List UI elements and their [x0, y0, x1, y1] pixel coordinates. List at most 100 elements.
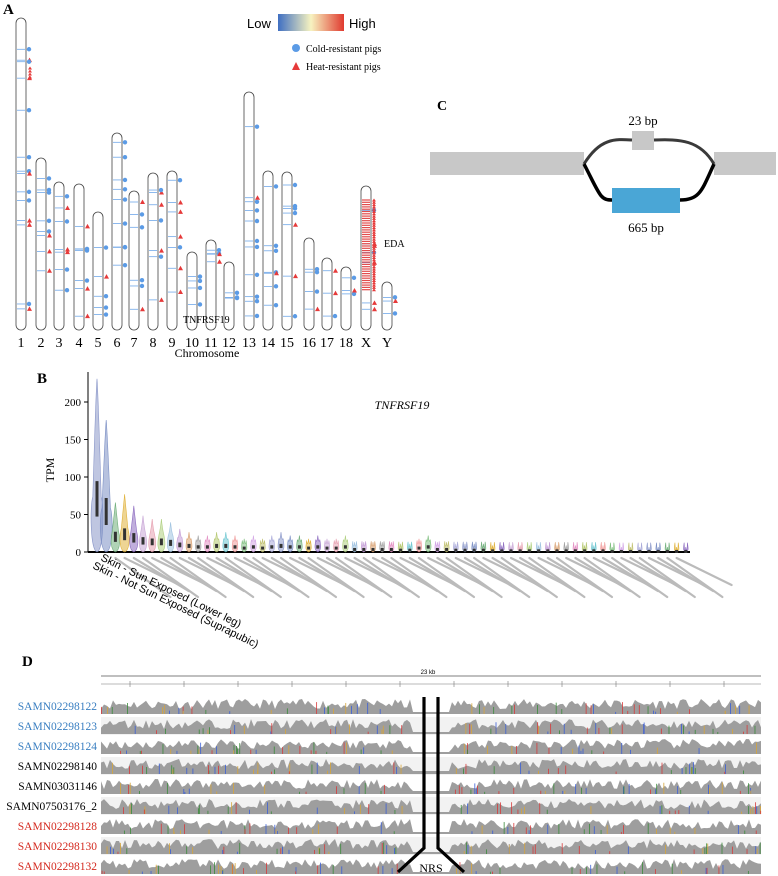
violin-box — [178, 542, 182, 548]
heat-marker — [372, 214, 376, 218]
cold-marker — [332, 313, 338, 319]
cold-marker — [122, 221, 128, 226]
violin — [222, 532, 230, 553]
heat-marker — [65, 205, 70, 210]
heat-marker — [372, 306, 377, 312]
violin-box — [491, 549, 495, 553]
heat-marker — [27, 218, 32, 223]
cold-marker — [122, 245, 128, 250]
violin-box — [279, 543, 283, 548]
heat-marker — [372, 226, 376, 230]
tissue-label-placeholder — [187, 556, 246, 593]
chromosome-label: 15 — [280, 336, 294, 351]
heat-marker — [27, 306, 32, 311]
heat-marker — [104, 274, 109, 279]
tissue-label-placeholder — [169, 556, 227, 599]
sample-label: SAMN02298128 — [18, 821, 97, 833]
violin — [655, 542, 661, 553]
tissue-label-placeholder — [141, 556, 200, 599]
violin-box — [573, 549, 577, 553]
violin — [119, 494, 130, 553]
violin — [646, 542, 652, 553]
heat-marker — [372, 230, 376, 234]
y-tick-label: 50 — [70, 510, 82, 522]
cold-marker — [254, 238, 260, 244]
violin-box — [371, 547, 375, 551]
tissue-label-placeholder — [132, 556, 190, 593]
y-tick-label: 150 — [65, 435, 82, 447]
tissue-label-placeholder — [629, 556, 687, 593]
violin-box — [307, 546, 311, 550]
cold-marker — [26, 47, 32, 52]
sample-label: SAMN07503176_2 — [6, 801, 97, 813]
violin-box — [380, 547, 384, 551]
violin-box — [123, 528, 127, 541]
violin — [314, 535, 321, 553]
violin-box — [242, 546, 246, 550]
chromosome-label: 14 — [261, 336, 275, 351]
cold-marker — [103, 294, 109, 299]
heat-marker — [255, 195, 260, 200]
tissue-label-placeholder — [574, 556, 632, 593]
cold-marker — [122, 197, 128, 202]
tissue-label-placeholder — [362, 556, 420, 599]
chromosome-2 — [35, 157, 47, 331]
chromosome-17 — [321, 257, 333, 331]
heat-marker — [372, 235, 376, 239]
cold-marker — [197, 278, 203, 284]
heat-marker — [352, 288, 357, 293]
coverage-area — [101, 799, 761, 814]
chromosome-11 — [205, 239, 217, 331]
panel-a: A Low High Cold-resistant pigs Heat-resi… — [3, 2, 405, 360]
violin — [185, 532, 193, 553]
cold-marker — [26, 107, 32, 113]
chromosome-label: 13 — [242, 336, 256, 351]
heat-marker — [372, 242, 376, 246]
violin — [627, 542, 634, 553]
cold-marker — [292, 210, 298, 216]
top-exon-label: 23 bp — [628, 113, 657, 128]
cold-marker — [216, 247, 222, 253]
cold-marker — [122, 177, 128, 183]
chromosome-10 — [186, 251, 198, 331]
heat-marker — [372, 283, 376, 287]
cold-marker — [234, 295, 240, 300]
violin — [241, 538, 248, 553]
cold-marker — [64, 267, 70, 272]
coverage-tracks — [101, 697, 762, 875]
violin — [305, 538, 312, 553]
heat-marker — [293, 222, 298, 227]
violin-box — [132, 533, 136, 543]
tissue-label-placeholder — [500, 556, 558, 599]
chromosome-label: 6 — [114, 336, 121, 351]
violin-box — [113, 531, 117, 542]
tissue-label-placeholder — [252, 556, 310, 599]
cold-marker — [139, 225, 145, 230]
violin-box — [141, 537, 145, 545]
tissue-label-placeholder — [114, 556, 172, 599]
violin-box — [150, 538, 154, 546]
heat-marker — [178, 265, 183, 271]
sample-label: SAMN03031146 — [18, 781, 97, 793]
violin-box — [601, 549, 605, 553]
heat-marker — [47, 268, 52, 273]
violin — [277, 532, 285, 553]
cold-marker — [292, 203, 298, 209]
violin — [416, 538, 422, 553]
heat-marker — [27, 171, 32, 176]
chromosome-label: 2 — [38, 336, 45, 351]
heat-marker — [372, 272, 376, 276]
heat-marker — [333, 290, 338, 296]
violin — [296, 535, 303, 553]
violin-box — [675, 549, 679, 553]
legend-heat-triangle — [292, 62, 300, 70]
sample-label: SAMN02298123 — [18, 721, 97, 733]
tissue-label-placeholder — [555, 556, 614, 599]
violin — [110, 502, 120, 553]
heat-marker — [178, 209, 183, 214]
violin-box — [334, 546, 338, 550]
heat-marker — [372, 198, 376, 202]
tissue-label-placeholder — [519, 556, 577, 593]
heat-marker — [372, 288, 376, 292]
